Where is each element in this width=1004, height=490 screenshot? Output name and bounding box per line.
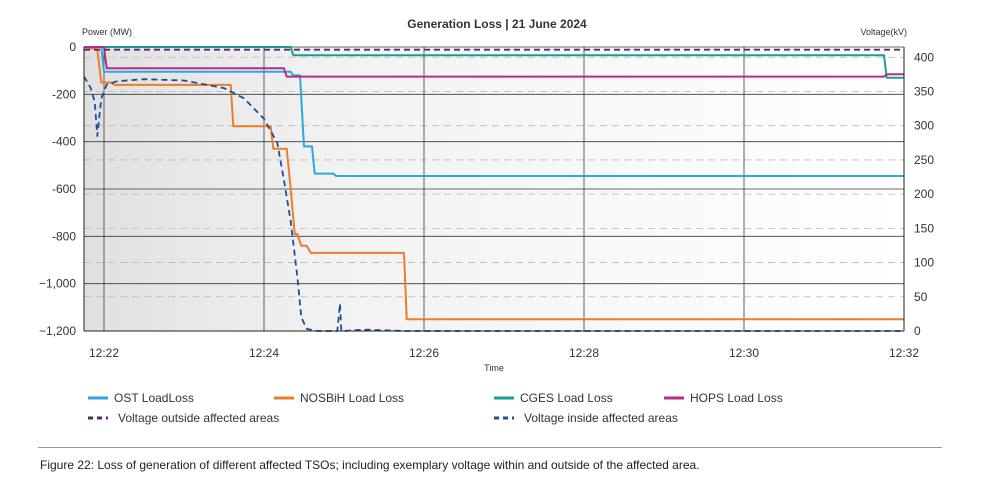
y-right-tick-label: 300 xyxy=(914,119,934,133)
axes: 0 -200 -400 -600 -800 −1,000 −1,200 400 350 300 25… xyxy=(39,40,934,360)
legend-label-5: Voltage inside affected areas xyxy=(524,411,678,425)
x-tick-label: 12:30 xyxy=(729,346,759,360)
y-right-tick-label: 400 xyxy=(914,50,934,64)
y-right-tick-label: 50 xyxy=(914,290,928,304)
y-right-tick-label: 250 xyxy=(914,153,934,167)
y-right-tick-label: 350 xyxy=(914,84,934,98)
x-tick-label: 12:24 xyxy=(249,346,279,360)
series-line-2 xyxy=(84,46,904,79)
x-tick-label: 12:32 xyxy=(889,346,919,360)
chart-title: Generation Loss | 21 June 2024 xyxy=(407,17,587,31)
y-left-tick-label: -600 xyxy=(52,182,76,196)
y-left-tick-label: −1,000 xyxy=(39,277,76,291)
series-line-0 xyxy=(84,46,904,177)
y-right-tick-label: 0 xyxy=(914,324,921,338)
generation-loss-chart: 0 -200 -400 -600 -800 −1,000 −1,200 400 350 300 25… xyxy=(39,17,934,425)
x-tick-label: 12:28 xyxy=(569,346,599,360)
legend: OST LoadLoss NOSBiH Load Loss CGES Load Lo… xyxy=(88,391,783,425)
gridlines xyxy=(84,46,905,332)
series-line-1 xyxy=(84,46,904,321)
legend-label-0: OST LoadLoss xyxy=(114,391,194,405)
series-line-5 xyxy=(84,75,904,332)
legend-label-2: CGES Load Loss xyxy=(520,391,613,405)
y-left-axis-label: Power (MW) xyxy=(82,27,132,37)
legend-label-3: HOPS Load Loss xyxy=(690,391,783,405)
legend-label-4: Voltage outside affected areas xyxy=(118,411,279,425)
y-left-tick-label: -800 xyxy=(52,229,76,243)
x-tick-label: 12:26 xyxy=(409,346,439,360)
series-layer xyxy=(84,46,904,332)
y-left-tick-label: 0 xyxy=(69,40,76,54)
y-left-tick-label: -200 xyxy=(52,87,76,101)
y-right-tick-label: 200 xyxy=(914,187,934,201)
y-left-tick-label: -400 xyxy=(52,135,76,149)
x-tick-label: 12:22 xyxy=(89,346,119,360)
caption-divider xyxy=(38,447,942,448)
x-axis-label: Time xyxy=(484,363,504,373)
figure-caption: Figure 22: Loss of generation of differe… xyxy=(40,458,700,472)
y-right-axis-label: Voltage(kV) xyxy=(860,27,907,37)
legend-label-1: NOSBiH Load Loss xyxy=(300,391,404,405)
y-right-tick-label: 150 xyxy=(914,221,934,235)
y-left-tick-label: −1,200 xyxy=(39,324,76,338)
y-right-tick-label: 100 xyxy=(914,256,934,270)
